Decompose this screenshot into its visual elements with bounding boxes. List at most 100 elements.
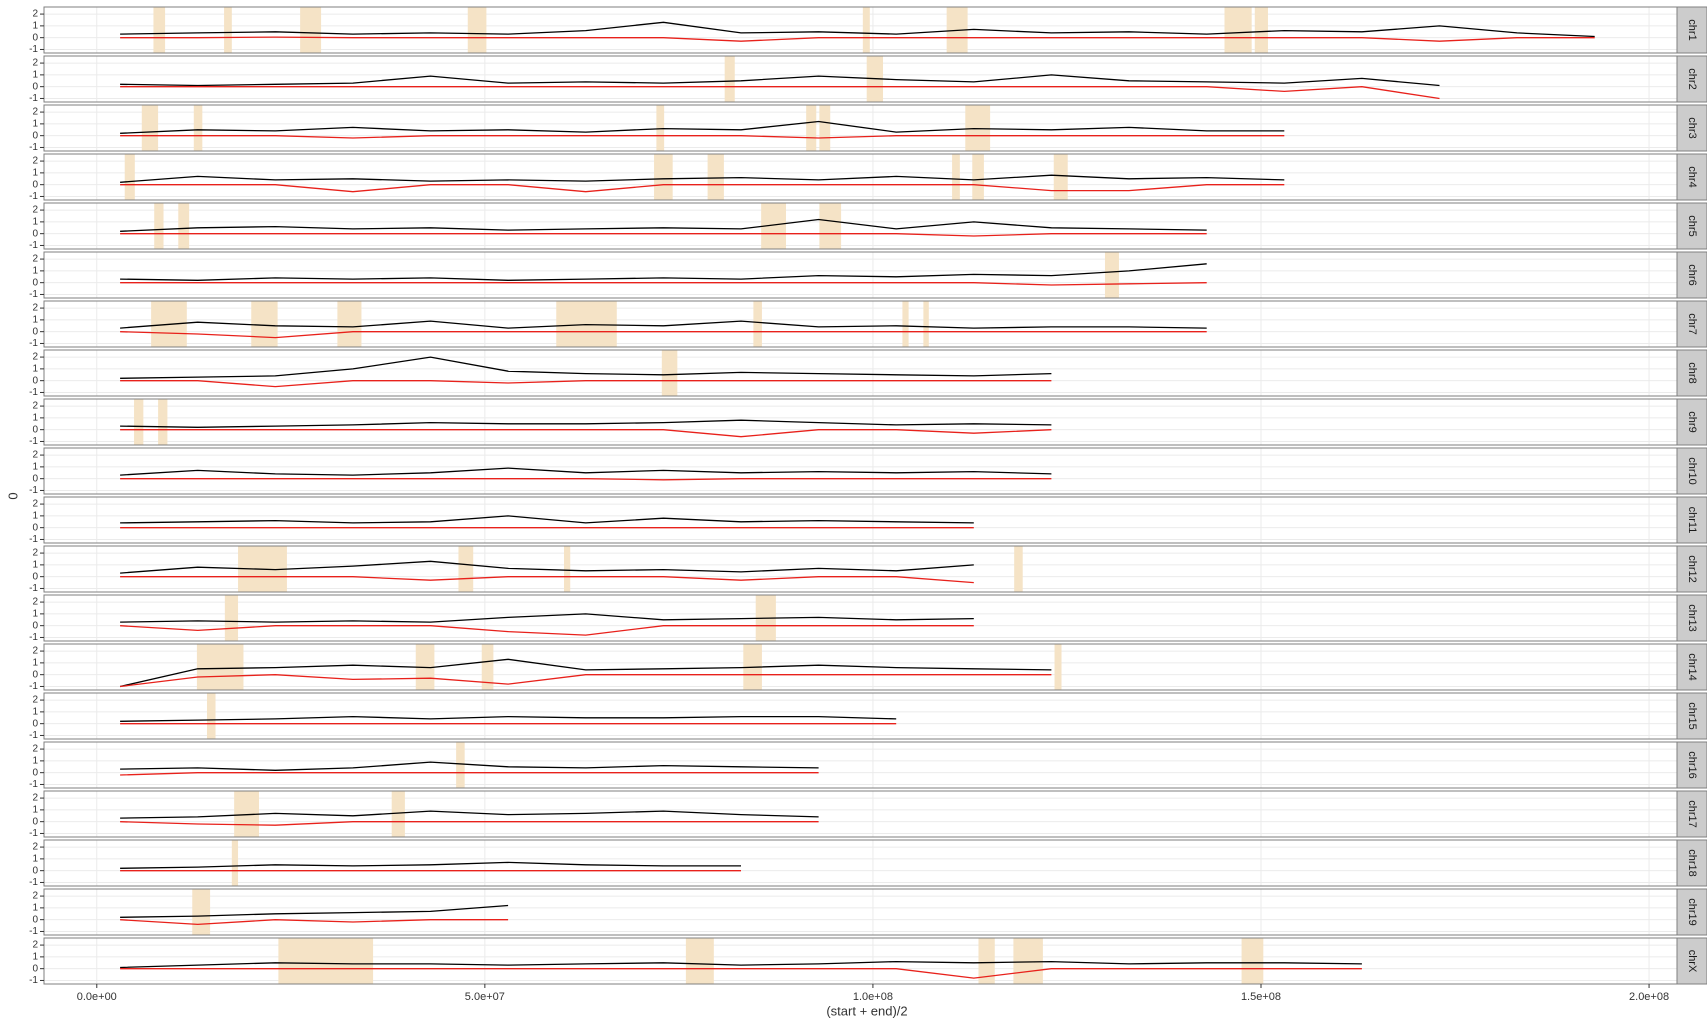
data-line — [120, 174, 1285, 183]
y-tick-label: 1 — [32, 462, 38, 473]
y-tick-label: 2 — [32, 352, 38, 363]
panel-background — [44, 252, 1677, 298]
y-tick-label: 2 — [32, 548, 38, 559]
facet-label: chrX — [1686, 950, 1698, 973]
y-tick-label: 1 — [32, 266, 38, 277]
data-line — [120, 625, 974, 636]
y-tick-label: 2 — [32, 156, 38, 167]
facet-strip — [1676, 104, 1707, 152]
data-line — [120, 320, 1207, 329]
highlight-region — [300, 7, 322, 53]
y-tick-label: -1 — [29, 828, 38, 839]
y-tick-label: 0 — [32, 669, 38, 680]
y-tick-label: 1 — [32, 70, 38, 81]
y-tick-label: -1 — [29, 44, 38, 55]
y-tick-label: -1 — [29, 142, 38, 153]
facet-strip — [1676, 398, 1707, 446]
highlight-region — [564, 546, 571, 592]
y-tick-label: 2 — [32, 793, 38, 804]
highlight-region — [458, 546, 474, 592]
facet-label: chr14 — [1686, 653, 1698, 681]
y-tick-label: -1 — [29, 289, 38, 300]
facet-label: chr12 — [1686, 555, 1698, 583]
y-tick-label: -1 — [29, 534, 38, 545]
y-tick-label: 1 — [32, 805, 38, 816]
facet-strip — [1676, 888, 1707, 936]
y-tick-label: 1 — [32, 168, 38, 179]
highlight-region — [192, 889, 211, 935]
y-tick-label: 0 — [32, 963, 38, 974]
data-line — [120, 21, 1595, 38]
highlight-region — [193, 105, 203, 151]
highlight-region — [685, 938, 714, 984]
data-line — [120, 331, 1207, 339]
data-line — [120, 120, 1285, 134]
y-tick-label: 2 — [32, 842, 38, 853]
facet-label: chr2 — [1686, 68, 1698, 89]
panel-background — [44, 791, 1677, 837]
panel-background — [44, 889, 1677, 935]
y-tick-label: 0 — [32, 914, 38, 925]
highlight-region — [337, 301, 362, 347]
facet-label: chr3 — [1686, 117, 1698, 138]
facet-label: chr10 — [1686, 457, 1698, 485]
y-tick-label: -1 — [29, 632, 38, 643]
y-tick-label: 2 — [32, 303, 38, 314]
data-line — [120, 478, 1052, 481]
y-tick-label: 2 — [32, 646, 38, 657]
y-tick-label: -1 — [29, 387, 38, 398]
highlight-region — [141, 105, 159, 151]
y-tick-label: -1 — [29, 779, 38, 790]
y-tick-label: 0 — [32, 620, 38, 631]
panel-background — [44, 840, 1677, 886]
y-tick-label: 1 — [32, 658, 38, 669]
y-tick-label: 0 — [32, 277, 38, 288]
y-tick-label: 2 — [32, 597, 38, 608]
facet-strip — [1676, 545, 1707, 593]
highlight-region — [902, 301, 909, 347]
y-tick-label: -1 — [29, 240, 38, 251]
data-line — [120, 861, 741, 869]
facet-strip — [1676, 496, 1707, 544]
y-tick-label: -1 — [29, 583, 38, 594]
highlight-region — [206, 693, 216, 739]
data-line — [120, 515, 974, 524]
x-axis-label: (start + end)/2 — [826, 1003, 907, 1018]
highlight-region — [972, 154, 984, 200]
y-tick-label: 1 — [32, 364, 38, 375]
highlight-region — [1254, 7, 1268, 53]
data-line — [120, 821, 819, 826]
highlight-region — [153, 7, 166, 53]
y-tick-label: 0 — [32, 865, 38, 876]
y-tick-label: -1 — [29, 191, 38, 202]
highlight-region — [1224, 7, 1252, 53]
highlight-region — [196, 644, 244, 690]
y-tick-label: 1 — [32, 952, 38, 963]
data-line — [120, 429, 1052, 438]
highlight-region — [1014, 546, 1023, 592]
facet-strip — [1676, 300, 1707, 348]
facet-label: chr5 — [1686, 215, 1698, 236]
data-line — [120, 263, 1207, 281]
facet-strip — [1676, 741, 1707, 789]
highlight-region — [819, 105, 831, 151]
y-tick-label: 0 — [32, 473, 38, 484]
facet-label: chr4 — [1686, 166, 1698, 187]
y-tick-label: 1 — [32, 413, 38, 424]
data-line — [120, 761, 819, 771]
highlight-region — [134, 399, 144, 445]
data-line — [120, 810, 819, 819]
facet-strip — [1676, 6, 1707, 54]
facet-label: chr17 — [1686, 800, 1698, 828]
highlight-region — [391, 791, 405, 837]
y-tick-label: 1 — [32, 511, 38, 522]
panel-background — [44, 154, 1677, 200]
highlight-region — [124, 154, 135, 200]
highlight-region — [654, 154, 673, 200]
y-tick-label: 2 — [32, 499, 38, 510]
panel-background — [44, 350, 1677, 396]
y-tick-label: 1 — [32, 315, 38, 326]
highlight-region — [753, 301, 762, 347]
data-line — [120, 960, 1362, 969]
